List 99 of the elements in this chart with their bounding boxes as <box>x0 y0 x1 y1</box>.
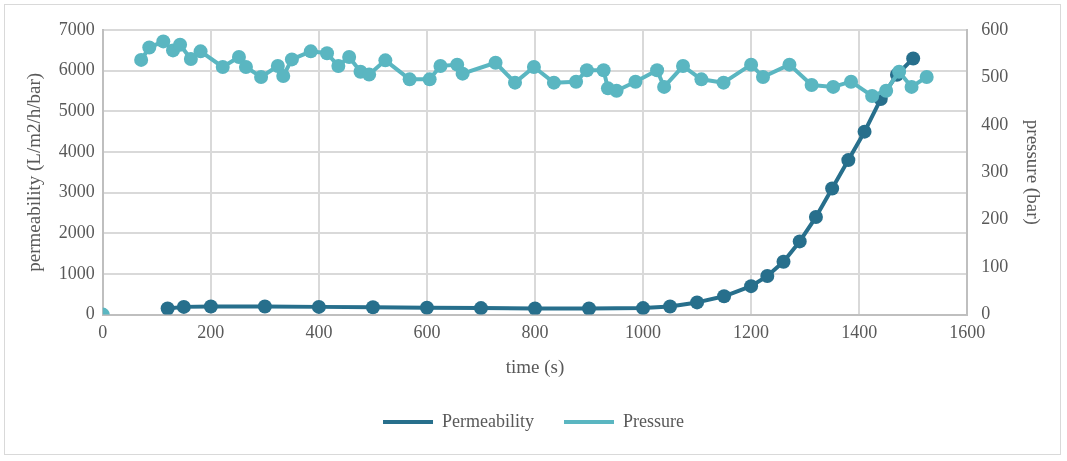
point <box>808 210 823 225</box>
x-axis-title: time (s) <box>505 355 565 378</box>
y-tick-label: 1000 <box>58 262 95 283</box>
y-tick-label: 7000 <box>58 18 95 39</box>
legend-label: Permeability <box>442 410 534 431</box>
y-tick-label: 4000 <box>58 140 95 161</box>
point <box>865 88 880 103</box>
point <box>320 46 334 61</box>
point <box>694 72 709 87</box>
point <box>546 75 561 90</box>
point <box>183 51 198 66</box>
point <box>402 72 417 87</box>
x-tick-label: 1600 <box>949 322 986 343</box>
x-tick-label: 800 <box>521 322 549 343</box>
point <box>156 34 171 49</box>
point <box>636 301 651 315</box>
point <box>284 52 299 67</box>
point <box>215 60 230 74</box>
point <box>142 40 157 55</box>
point <box>331 59 346 74</box>
x-tick-label: 200 <box>197 322 225 343</box>
point <box>650 63 665 78</box>
point <box>760 268 775 283</box>
point <box>744 279 759 294</box>
point <box>841 153 856 168</box>
point <box>508 75 523 90</box>
point <box>231 50 246 65</box>
point <box>782 57 797 72</box>
point <box>582 301 597 315</box>
point <box>303 44 318 59</box>
point <box>804 78 819 93</box>
point <box>311 299 326 314</box>
point <box>596 63 611 78</box>
y2-tick-label: 500 <box>981 66 1009 87</box>
point <box>663 299 678 314</box>
y2-tick-label: 100 <box>981 255 1009 276</box>
y-tick-label: 5000 <box>58 100 95 121</box>
point <box>628 74 643 89</box>
point <box>609 83 624 98</box>
legend-label: Pressure <box>623 410 684 431</box>
point <box>879 83 894 98</box>
point <box>433 59 448 74</box>
point <box>173 37 188 52</box>
y-tick-label: 3000 <box>58 181 95 202</box>
point <box>365 300 380 315</box>
y2-tick-label: 400 <box>981 113 1009 134</box>
point <box>176 299 191 314</box>
x-tick-label: 400 <box>305 322 333 343</box>
x-tick-label: 600 <box>413 322 441 343</box>
point <box>422 72 437 87</box>
y2-tick-label: 200 <box>981 208 1009 229</box>
point <box>342 50 357 65</box>
y-tick-label: 0 <box>85 303 95 324</box>
point <box>776 254 791 269</box>
point <box>378 53 393 68</box>
x-tick-label: 1000 <box>625 322 662 343</box>
point <box>254 69 269 84</box>
point <box>717 289 732 304</box>
x-tick-label: 1200 <box>733 322 770 343</box>
y2-tick-label: 600 <box>981 18 1009 39</box>
point <box>792 234 807 249</box>
y-tick-label: 2000 <box>58 222 95 243</box>
point <box>203 299 218 314</box>
point <box>579 63 594 78</box>
y-axis-title: permeability (L/m2/h/bar) <box>23 72 46 272</box>
point <box>755 69 770 84</box>
point <box>569 74 584 89</box>
y2-tick-label: 0 <box>981 303 991 324</box>
y-tick-label: 6000 <box>58 59 95 80</box>
point <box>362 67 377 82</box>
point <box>657 79 672 94</box>
point <box>193 44 208 59</box>
point <box>526 60 541 74</box>
point <box>473 301 488 315</box>
point <box>826 79 841 94</box>
point <box>825 181 840 196</box>
point <box>676 59 691 74</box>
point <box>488 55 503 70</box>
x-tick-label: 0 <box>98 322 108 343</box>
point <box>276 69 291 84</box>
point <box>857 124 872 139</box>
point <box>160 301 175 315</box>
point <box>270 59 285 74</box>
point <box>919 69 934 84</box>
point <box>134 52 149 67</box>
x-tick-label: 1400 <box>841 322 878 343</box>
point <box>455 66 470 81</box>
point <box>844 74 859 89</box>
point <box>419 300 434 315</box>
point <box>716 75 731 90</box>
y2-tick-label: 300 <box>981 161 1009 182</box>
point <box>238 60 253 74</box>
point <box>744 57 759 72</box>
point <box>528 301 542 315</box>
point <box>906 51 921 66</box>
point <box>257 299 272 314</box>
point <box>904 79 919 94</box>
y2-axis-title: pressure (bar) <box>1021 119 1044 225</box>
point <box>690 295 705 310</box>
